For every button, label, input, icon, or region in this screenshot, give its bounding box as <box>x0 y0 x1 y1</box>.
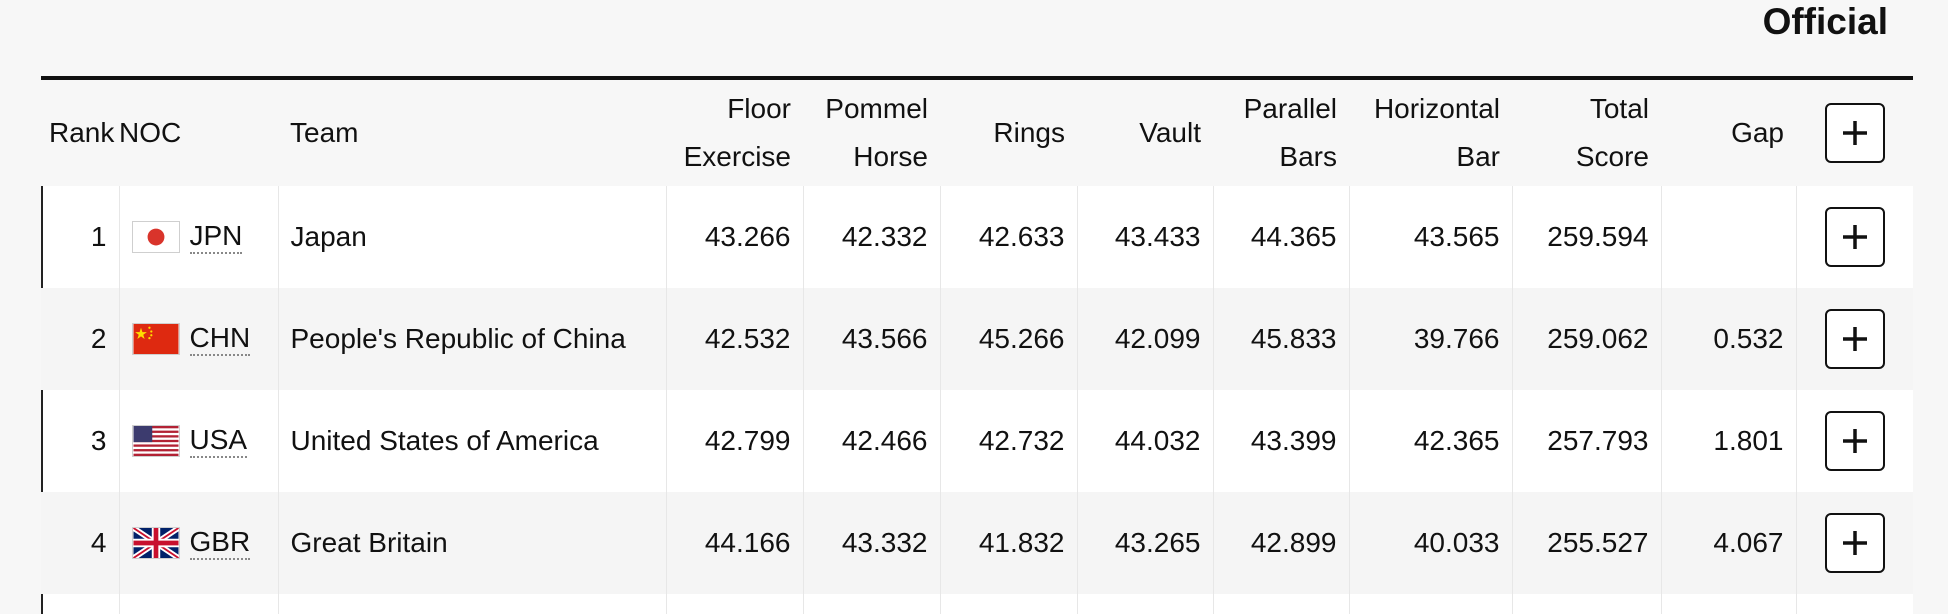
gap-value: 4.067 <box>1661 492 1796 594</box>
china-flag-icon <box>132 323 180 355</box>
rings-score: 41.832 <box>940 492 1077 594</box>
total-score: 259.062 <box>1512 288 1661 390</box>
horizontal-score: 42.365 <box>1349 390 1512 492</box>
header-horizontal-bar: Horizontal Bar <box>1349 80 1512 186</box>
header-vault: Vault <box>1077 80 1213 186</box>
expand-row-button[interactable] <box>1825 411 1885 471</box>
rank-cell: 3 <box>41 390 119 492</box>
expand-row-button[interactable] <box>1825 513 1885 573</box>
floor-score: 43.266 <box>666 186 803 288</box>
gap-value: 0.532 <box>1661 288 1796 390</box>
japan-flag-icon <box>132 221 180 253</box>
table-row: 2 CHN People's Republic of China 42.532 … <box>41 288 1913 390</box>
parallel-score: 43.399 <box>1213 390 1349 492</box>
team-name: United States of America <box>278 390 666 492</box>
vault-score: 43.433 <box>1077 186 1213 288</box>
noc-code-link[interactable]: GBR <box>190 526 251 560</box>
horizontal-score: 39.766 <box>1349 288 1512 390</box>
header-gap: Gap <box>1661 80 1796 186</box>
plus-icon <box>1840 118 1870 148</box>
header-floor-exercise: Floor Exercise <box>666 80 803 186</box>
rings-score: 42.633 <box>940 186 1077 288</box>
rings-score: 45.266 <box>940 288 1077 390</box>
header-pommel-horse: Pommel Horse <box>803 80 940 186</box>
floor-score: 42.532 <box>666 288 803 390</box>
table-row: 3 USA United <box>41 390 1913 492</box>
table-row-partial <box>41 594 1913 614</box>
floor-score: 44.166 <box>666 492 803 594</box>
gap-value: 1.801 <box>1661 390 1796 492</box>
team-name: Japan <box>278 186 666 288</box>
plus-icon <box>1840 426 1870 456</box>
plus-icon <box>1840 528 1870 558</box>
rank-cell: 4 <box>41 492 119 594</box>
pommel-score: 43.566 <box>803 288 940 390</box>
noc-code-link[interactable]: USA <box>190 424 248 458</box>
gap-value <box>1661 186 1796 288</box>
header-row: Rank NOC Team Floor Exercise Pommel Horse … <box>41 80 1913 186</box>
plus-icon <box>1840 222 1870 252</box>
team-name: Great Britain <box>278 492 666 594</box>
table-row: 1 JPN Japan 43.266 42.332 42.633 43.433 … <box>41 186 1913 288</box>
table-row: 4 GBR Great Britain 44.166 43.332 41.832 <box>41 492 1913 594</box>
usa-flag-icon <box>132 425 180 457</box>
noc-cell: GBR <box>119 492 278 594</box>
header-expand <box>1796 80 1913 186</box>
expand-row-button[interactable] <box>1825 309 1885 369</box>
noc-cell: CHN <box>119 288 278 390</box>
expand-all-button[interactable] <box>1825 103 1885 163</box>
pommel-score: 43.332 <box>803 492 940 594</box>
noc-code-link[interactable]: JPN <box>190 220 243 254</box>
noc-code-link[interactable]: CHN <box>190 322 251 356</box>
header-team: Team <box>278 80 666 186</box>
expand-cell <box>1796 390 1913 492</box>
floor-score: 42.799 <box>666 390 803 492</box>
vault-score: 42.099 <box>1077 288 1213 390</box>
rank-cell: 1 <box>41 186 119 288</box>
header-total-score: Total Score <box>1512 80 1661 186</box>
vault-score: 44.032 <box>1077 390 1213 492</box>
parallel-score: 42.899 <box>1213 492 1349 594</box>
vault-score: 43.265 <box>1077 492 1213 594</box>
official-status: Official <box>1763 0 1888 44</box>
total-score: 255.527 <box>1512 492 1661 594</box>
expand-cell <box>1796 186 1913 288</box>
horizontal-score: 40.033 <box>1349 492 1512 594</box>
noc-cell: USA <box>119 390 278 492</box>
pommel-score: 42.466 <box>803 390 940 492</box>
parallel-score: 44.365 <box>1213 186 1349 288</box>
plus-icon <box>1840 324 1870 354</box>
rings-score: 42.732 <box>940 390 1077 492</box>
header-noc: NOC <box>119 80 278 186</box>
horizontal-score: 43.565 <box>1349 186 1512 288</box>
total-score: 257.793 <box>1512 390 1661 492</box>
noc-cell: JPN <box>119 186 278 288</box>
parallel-score: 45.833 <box>1213 288 1349 390</box>
team-name: People's Republic of China <box>278 288 666 390</box>
expand-cell <box>1796 492 1913 594</box>
results-table: Rank NOC Team Floor Exercise Pommel Horse … <box>41 80 1913 614</box>
uk-flag-icon <box>132 527 180 559</box>
rank-cell: 2 <box>41 288 119 390</box>
pommel-score: 42.332 <box>803 186 940 288</box>
header-rank: Rank <box>41 80 119 186</box>
expand-cell <box>1796 288 1913 390</box>
header-rings: Rings <box>940 80 1077 186</box>
expand-row-button[interactable] <box>1825 207 1885 267</box>
total-score: 259.594 <box>1512 186 1661 288</box>
header-parallel-bars: Parallel Bars <box>1213 80 1349 186</box>
